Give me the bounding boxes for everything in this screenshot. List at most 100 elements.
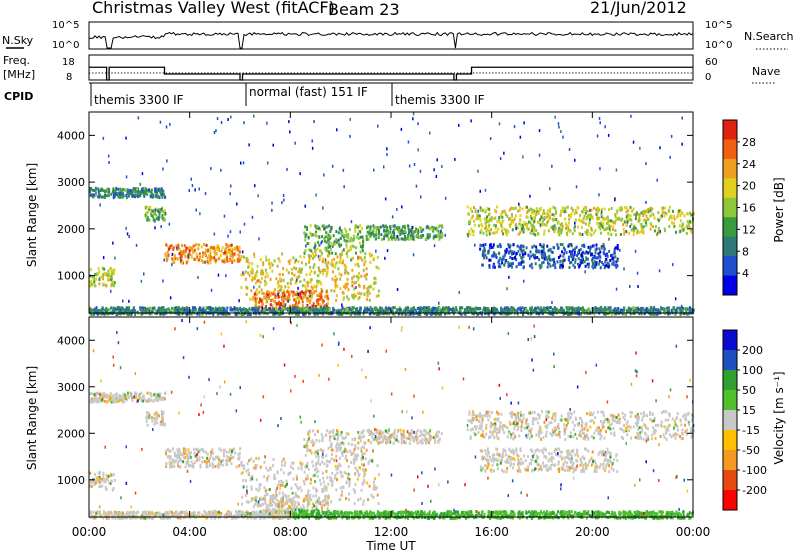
power-cell [278, 294, 281, 298]
power-cell [292, 256, 295, 260]
power-cell [420, 195, 422, 199]
power-cell [171, 263, 173, 267]
power-cell [223, 257, 226, 261]
power-cell [575, 185, 578, 189]
power-cell [527, 253, 530, 257]
power-cell [140, 187, 143, 191]
power-cell [532, 209, 535, 213]
power-cell [539, 266, 542, 270]
power-cell [279, 310, 282, 314]
power-cell [139, 308, 142, 311]
power-cell [365, 308, 368, 311]
power-cell [202, 260, 205, 264]
power-cell [441, 165, 443, 168]
power-cell [305, 273, 308, 277]
power-cell [382, 224, 385, 228]
power-cell [333, 242, 336, 246]
power-cell [394, 227, 396, 231]
power-cell [553, 230, 556, 234]
power-cell [355, 308, 358, 312]
power-cell [154, 226, 156, 230]
power-cell [534, 262, 537, 266]
power-cell [530, 211, 533, 215]
power-cell [525, 215, 528, 219]
power-cell [399, 232, 402, 236]
power-cell [659, 217, 662, 221]
power-cell [228, 258, 231, 262]
power-cell [200, 245, 203, 249]
power-cell [686, 220, 689, 224]
power-cell [529, 307, 531, 311]
power-cell [610, 312, 613, 316]
power-cell [312, 265, 315, 269]
power-cell [576, 254, 579, 257]
power-cell [336, 312, 339, 316]
power-cell [227, 234, 229, 238]
power-cell [300, 296, 303, 300]
velocity-cell [238, 464, 241, 468]
power-cell [681, 116, 683, 120]
power-cell [280, 285, 283, 289]
power-cell [667, 209, 670, 213]
power-cell [424, 237, 427, 241]
power-cell [128, 235, 130, 238]
power-cell [172, 248, 175, 252]
power-cell [336, 240, 338, 244]
power-cell [330, 242, 333, 246]
power-cell [288, 120, 290, 124]
power-cell [363, 306, 366, 310]
power-cell [315, 230, 317, 234]
power-cell [642, 230, 645, 234]
power-cell [392, 306, 395, 310]
power-cell [512, 220, 515, 224]
power-cell [497, 227, 500, 231]
velocity-cell [178, 450, 181, 454]
power-cell [306, 299, 309, 303]
power-cell [321, 299, 324, 302]
power-cell [429, 309, 432, 313]
power-cell [333, 240, 336, 244]
power-cell [234, 246, 237, 250]
velocity-cell [154, 397, 157, 401]
power-cell [90, 188, 93, 192]
power-cell [623, 267, 625, 271]
power-cell [517, 209, 520, 213]
power-cell [635, 211, 638, 215]
power-cell [238, 307, 241, 311]
power-cell [366, 294, 369, 298]
power-cell [137, 195, 140, 198]
power-cell [305, 244, 307, 248]
power-cell [386, 233, 389, 237]
power-cell [193, 248, 196, 252]
power-cell [218, 256, 221, 260]
power-cell [366, 287, 369, 291]
power-cell [404, 235, 406, 238]
power-cell [499, 265, 502, 269]
power-cell [302, 312, 305, 316]
power-cell [642, 308, 644, 312]
power-cell [288, 292, 291, 296]
power-cell [467, 306, 470, 310]
power-cell [323, 237, 326, 241]
power-cell [357, 225, 359, 229]
power-cell [579, 219, 582, 223]
power-cell [340, 273, 343, 277]
power-cell [661, 211, 664, 214]
power-cell [649, 206, 652, 210]
power-cell [160, 193, 163, 197]
power-cell [614, 198, 616, 202]
power-cell [672, 307, 675, 311]
velocity-cell [157, 398, 160, 402]
power-panel-bg [89, 112, 693, 313]
power-cell [589, 232, 592, 236]
power-cell [373, 276, 376, 280]
power-cell [261, 269, 264, 273]
power-cell [591, 258, 594, 262]
power-cell [334, 275, 337, 279]
power-cell [645, 223, 648, 227]
power-cell [344, 307, 347, 311]
power-cell [389, 230, 392, 234]
power-cell [579, 214, 582, 217]
power-cell [329, 227, 332, 231]
power-cell [683, 214, 686, 218]
